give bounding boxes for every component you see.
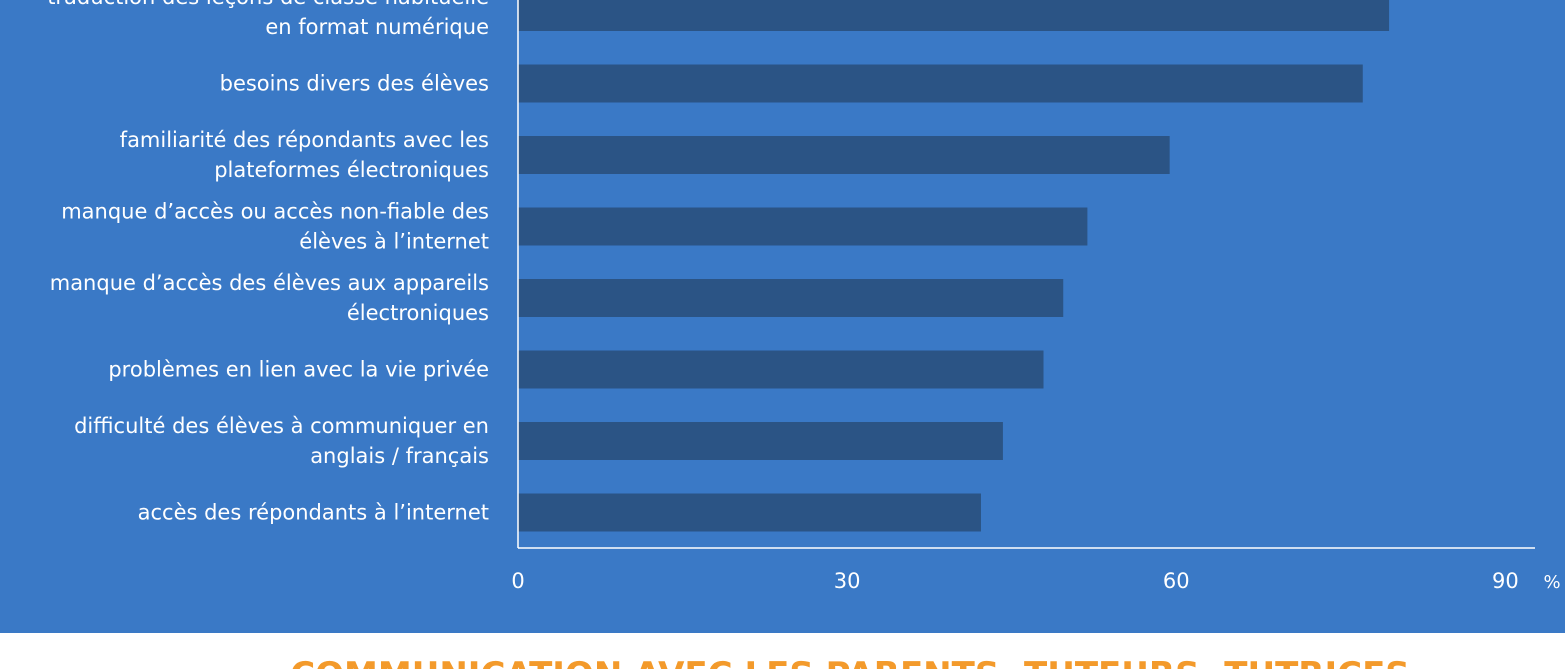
label-line: accès des répondants à l’internet — [138, 501, 489, 525]
x-tick-label: 90 — [1492, 569, 1519, 593]
y-tick-label: problèmes en lien avec la vie privée — [108, 358, 489, 382]
label-line: manque d’accès ou accès non-fiable des — [61, 200, 489, 224]
y-tick-label: traduction des leçons de classe habituel… — [47, 0, 489, 39]
label-line: problèmes en lien avec la vie privée — [108, 358, 489, 382]
bar — [518, 493, 981, 532]
label-line: électroniques — [347, 301, 489, 325]
bar — [518, 136, 1170, 174]
y-tick-label: manque d’accès des élèves aux appareils é… — [50, 271, 489, 325]
x-tick-label: 0 — [511, 569, 524, 593]
label-line: difficulté des élèves à communiquer en — [74, 414, 489, 438]
label-line: en format numérique — [265, 15, 489, 39]
label-line: traduction des leçons de classe habituel… — [47, 0, 489, 9]
label-line: manque d’accès des élèves aux appareils — [50, 271, 489, 295]
bar — [518, 64, 1363, 103]
label-line: besoins divers des élèves — [220, 72, 489, 96]
label-line: plateformes électroniques — [214, 158, 489, 182]
y-tick-label: besoins divers des élèves — [220, 72, 489, 96]
y-tick-label: familiarité des répondants avec les plate… — [120, 128, 489, 182]
x-tick-label: 60 — [1163, 569, 1190, 593]
bar — [518, 422, 1003, 460]
x-tick-label: 30 — [834, 569, 861, 593]
label-line: élèves à l’internet — [299, 230, 489, 254]
x-unit: % — [1543, 572, 1560, 593]
bar — [518, 0, 1390, 31]
bar — [518, 350, 1044, 389]
bar — [518, 207, 1088, 246]
y-tick-label: accès des répondants à l’internet — [138, 501, 489, 525]
y-tick-label: manque d’accès ou accès non-fiable des él… — [61, 200, 489, 254]
page-background — [0, 633, 1565, 669]
bar — [518, 279, 1064, 317]
y-tick-label: difficulté des élèves à communiquer en an… — [74, 414, 489, 468]
label-line: anglais / français — [310, 444, 489, 468]
next-heading: COMMUNICATION AVEC LES PARENTS, TUTEURS,… — [290, 655, 1410, 669]
label-line: familiarité des répondants avec les — [120, 128, 489, 152]
